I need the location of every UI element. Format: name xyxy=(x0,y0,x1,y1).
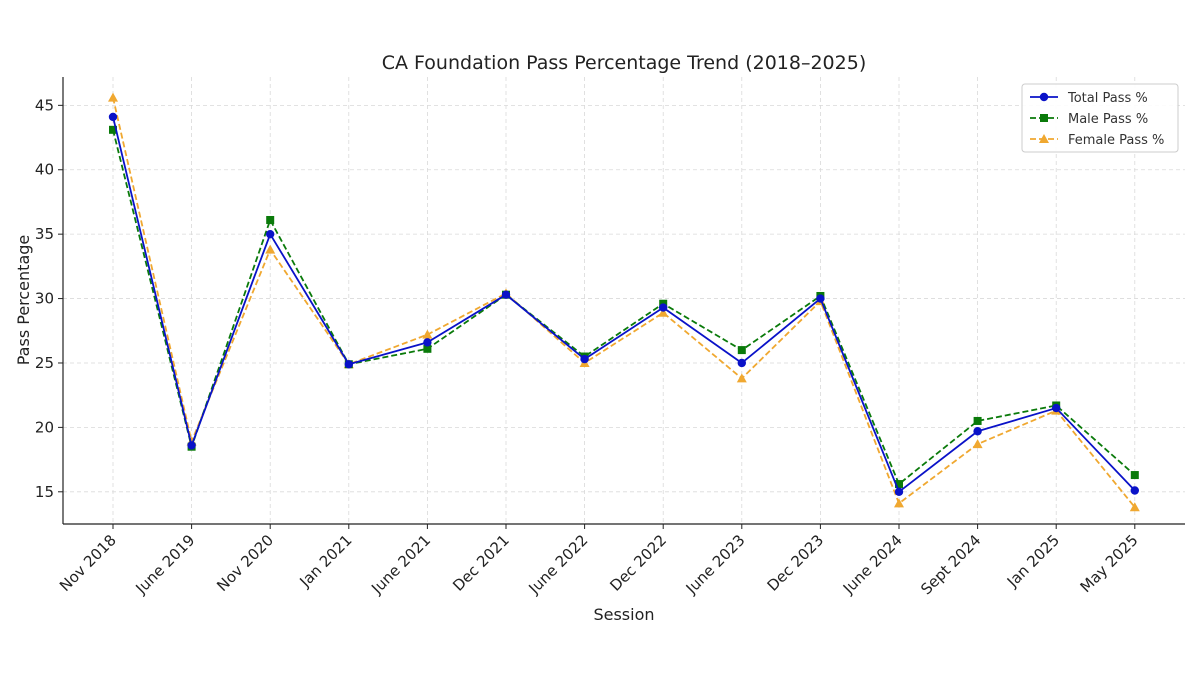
x-tick-label: Dec 2021 xyxy=(449,531,513,595)
x-tick-label: Jan 2021 xyxy=(295,531,355,591)
data-point xyxy=(108,92,118,102)
y-tick-label: 40 xyxy=(35,161,54,179)
legend-swatch-marker xyxy=(1040,114,1048,122)
data-point xyxy=(894,498,904,508)
data-point xyxy=(658,307,669,317)
legend-box xyxy=(1021,83,1179,153)
data-point xyxy=(736,373,747,383)
data-point xyxy=(423,344,432,353)
legend-item: Female Pass % xyxy=(1030,133,1164,148)
x-tick-label: Dec 2022 xyxy=(606,531,670,595)
data-point xyxy=(265,244,276,254)
data-point xyxy=(895,480,903,489)
ticks: Nov 2018 June 2019 Nov 2020 Jan 2021 June 20… xyxy=(35,96,1142,598)
x-tick-label: Jan 2025 xyxy=(1003,531,1063,591)
x-tick-label: May 2025 xyxy=(1077,531,1142,596)
x-tick-label: June 2023 xyxy=(682,531,749,598)
y-tick-label: 15 xyxy=(35,483,54,501)
series-line xyxy=(112,129,1136,485)
data-point xyxy=(580,354,589,364)
data-point xyxy=(1130,471,1139,480)
series-circle xyxy=(108,112,1140,496)
data-point xyxy=(423,338,432,347)
y-tick-label: 25 xyxy=(35,354,54,372)
series-line xyxy=(112,116,1136,493)
data-point xyxy=(1130,486,1140,495)
data-point xyxy=(973,427,982,436)
x-tick-label: Nov 2020 xyxy=(213,531,277,595)
series-square xyxy=(109,125,1139,489)
x-tick-label: June 2024 xyxy=(839,531,906,598)
y-tick-label: 35 xyxy=(35,225,54,243)
data-point xyxy=(1129,502,1140,512)
axes xyxy=(62,77,1185,525)
data-point xyxy=(422,329,433,339)
legend-label: Total Pass % xyxy=(1067,91,1148,106)
chart-title: CA Foundation Pass Percentage Trend (201… xyxy=(382,52,866,74)
y-tick-label: 20 xyxy=(35,418,54,436)
data-point xyxy=(108,112,118,122)
legend-label: Female Pass % xyxy=(1068,133,1164,148)
legend-swatch-marker xyxy=(1039,134,1049,143)
y-tick-label: 45 xyxy=(35,96,54,114)
data-point xyxy=(344,360,353,369)
data-point xyxy=(972,439,983,449)
series-line xyxy=(112,97,1136,508)
x-tick-label: June 2019 xyxy=(132,531,199,598)
data-point xyxy=(737,358,746,368)
data-point xyxy=(737,346,746,355)
data-point xyxy=(1052,403,1061,413)
series xyxy=(108,92,1140,512)
y-tick-label: 30 xyxy=(35,290,54,308)
legend-item: Male Pass % xyxy=(1030,112,1148,127)
data-point xyxy=(894,487,904,496)
data-point xyxy=(266,215,275,224)
data-point xyxy=(501,290,511,299)
x-tick-label: June 2021 xyxy=(367,531,434,598)
y-axis-label: Pass Percentage xyxy=(14,235,33,366)
x-tick-label: Nov 2018 xyxy=(56,531,120,595)
series-triangle xyxy=(108,92,1140,512)
legend: Total Pass % Male Pass % Female Pass % xyxy=(1021,83,1179,153)
legend-swatch-marker xyxy=(1039,92,1049,102)
legend-label: Male Pass % xyxy=(1068,112,1148,127)
x-tick-label: Sept 2024 xyxy=(917,531,984,598)
x-axis-label: Session xyxy=(593,605,654,624)
data-point xyxy=(659,303,668,312)
data-point xyxy=(816,294,825,303)
data-point xyxy=(973,416,982,425)
data-point xyxy=(266,229,275,239)
x-tick-label: June 2022 xyxy=(525,531,592,598)
grid xyxy=(63,77,1185,524)
x-tick-label: Dec 2023 xyxy=(764,531,828,595)
data-point xyxy=(187,441,196,450)
legend-item: Total Pass % xyxy=(1030,91,1148,106)
data-point xyxy=(109,125,117,134)
